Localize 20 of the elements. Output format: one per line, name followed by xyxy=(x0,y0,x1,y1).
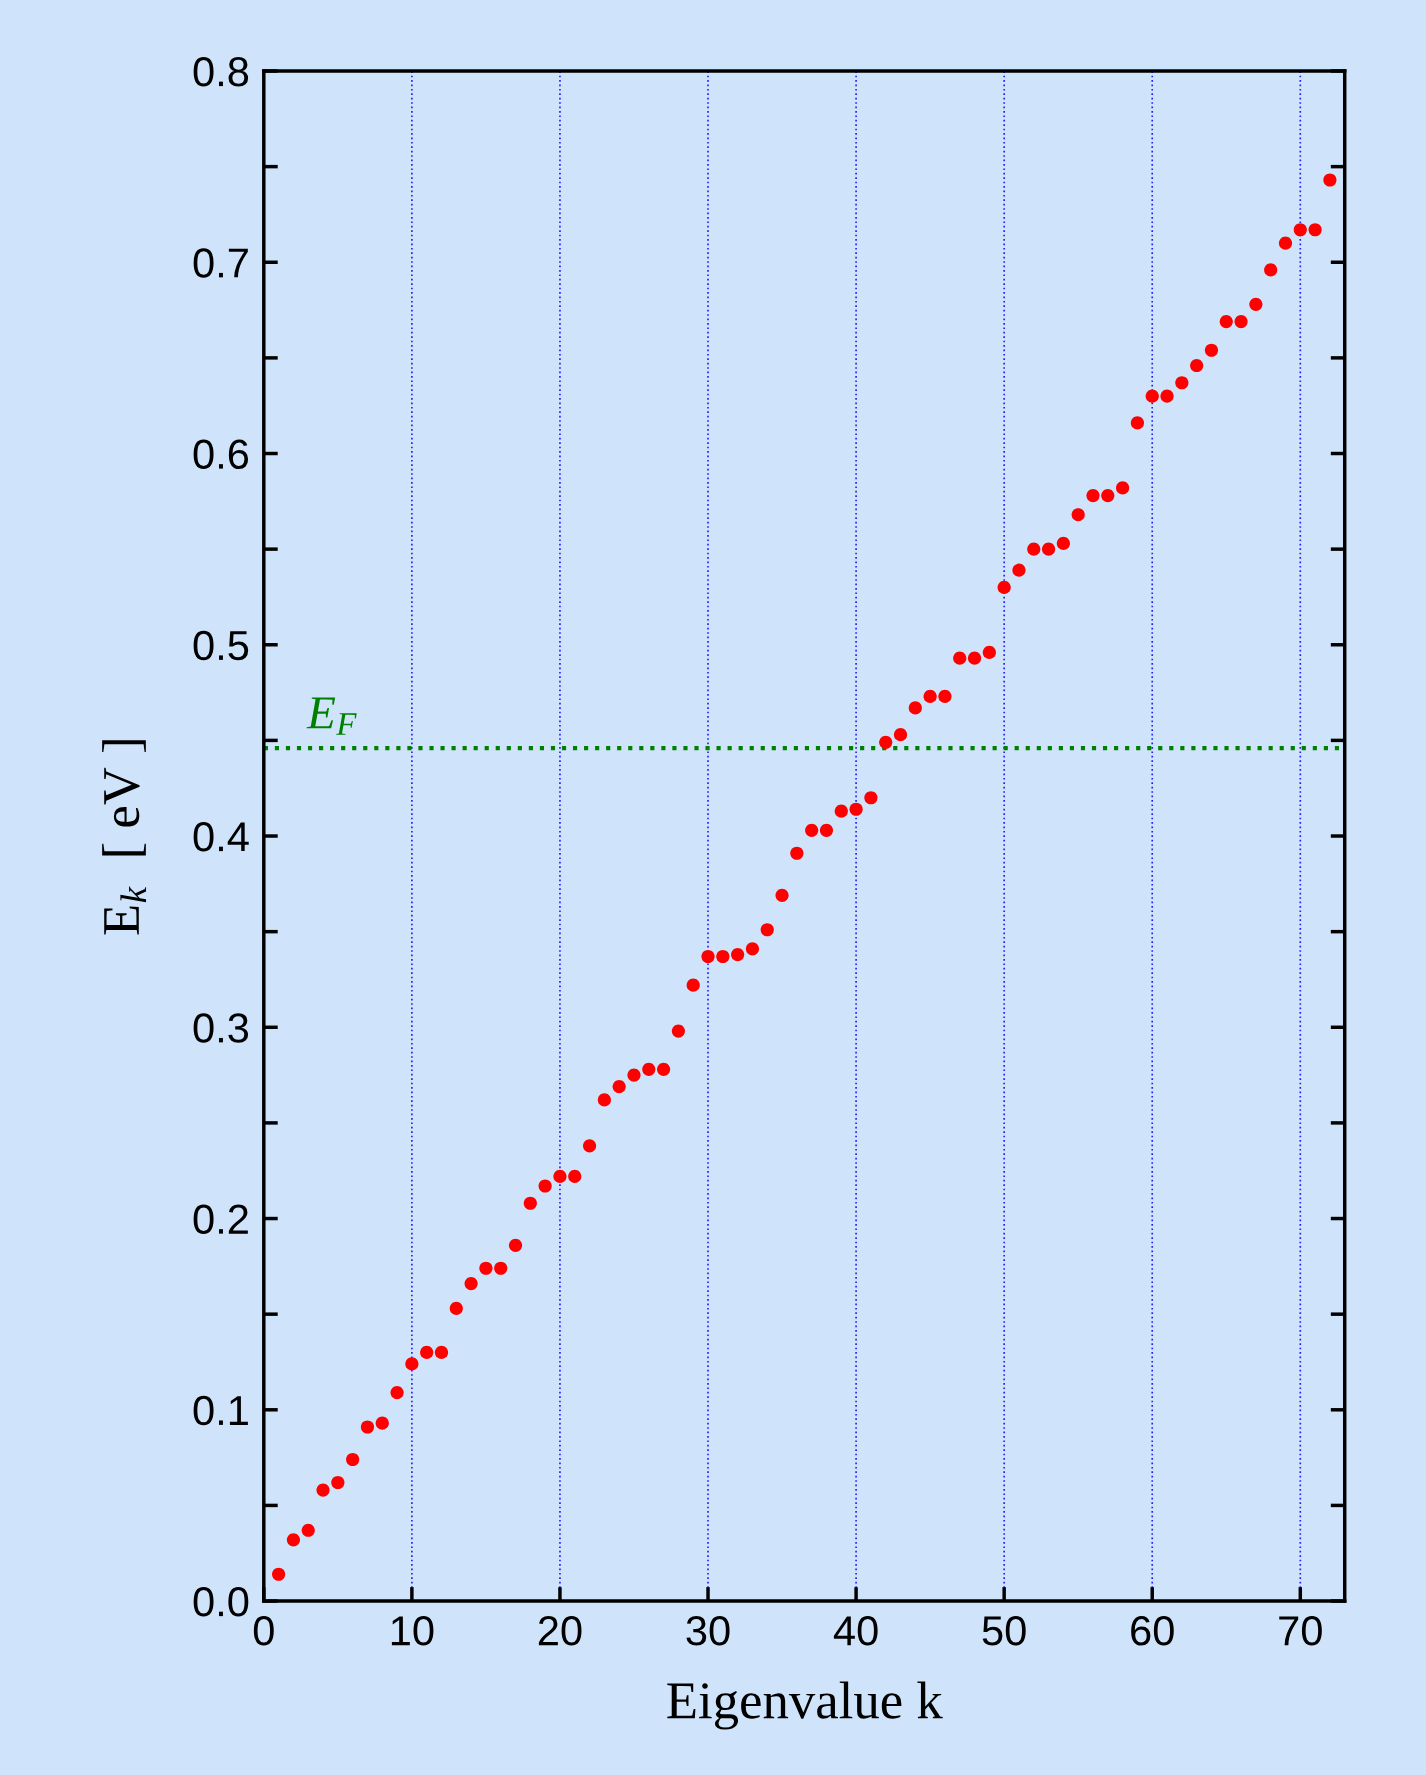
x-tick-label: 20 xyxy=(538,1616,582,1646)
y-tick-label: 0.3 xyxy=(193,1013,249,1043)
x-tick-label: 10 xyxy=(391,1616,434,1646)
x-tick-label: 0 xyxy=(253,1616,274,1646)
x-tick-label: 50 xyxy=(982,1616,1026,1646)
y-axis-title: E$_{k}$ [ eV ] xyxy=(102,740,147,935)
y-tick-label: 0.8 xyxy=(193,57,249,87)
y-tick-label: 0.0 xyxy=(193,1587,249,1617)
y-tick-label: 0.1 xyxy=(193,1395,248,1426)
y-tick-label: 0.5 xyxy=(193,630,249,661)
y-tick-label: 0.4 xyxy=(193,822,249,852)
x-axis-title: Eigenvalue k xyxy=(667,1681,943,1730)
y-tick-label: 0.6 xyxy=(193,439,249,470)
y-tick-label: 0.2 xyxy=(193,1204,248,1235)
x-tick-label: 40 xyxy=(833,1616,878,1646)
ref-line-label: E$_{F}$ xyxy=(306,697,357,735)
y-tick-label: 0.7 xyxy=(193,248,248,278)
x-tick-label: 70 xyxy=(1279,1616,1322,1646)
x-tick-label: 60 xyxy=(1131,1616,1174,1646)
x-tick-label: 30 xyxy=(686,1616,730,1646)
